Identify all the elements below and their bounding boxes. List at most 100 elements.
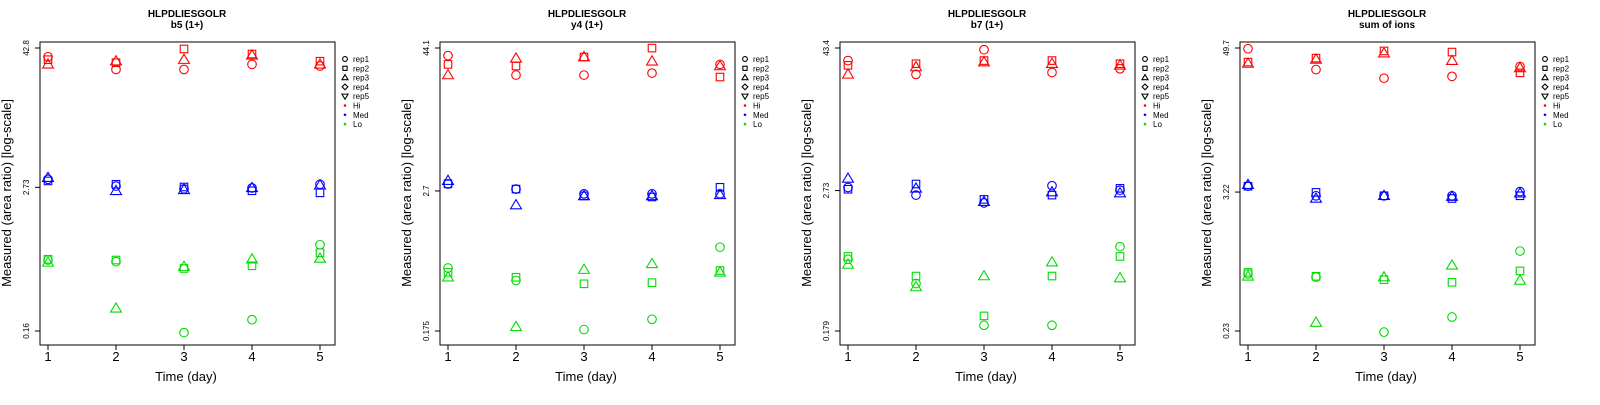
legend-dot-lo (743, 122, 747, 126)
legend-dot-lo (1543, 122, 1547, 126)
data-point-hi-rep1 (1047, 67, 1057, 78)
x-axis-label: Time (day) (1355, 369, 1417, 384)
data-point-lo-rep2 (1379, 275, 1389, 284)
legend-label: rep3 (1153, 74, 1170, 83)
data-point-med-rep3 (1445, 190, 1459, 201)
legend-dot-med (1143, 113, 1147, 117)
data-point-hi-rep1 (979, 44, 989, 55)
data-point-hi-rep2 (43, 55, 53, 64)
legend-label: Med (753, 111, 769, 120)
x-tick-label: 4 (648, 349, 655, 364)
data-point-hi-rep3 (1309, 52, 1323, 64)
data-point-med-rep3 (841, 171, 855, 183)
legend-symbol-rep1 (1542, 56, 1548, 62)
data-point-med-rep3 (1113, 186, 1127, 198)
data-point-lo-rep1 (911, 278, 921, 289)
data-point-lo-rep2 (843, 252, 853, 261)
data-point-lo-rep1 (579, 324, 589, 335)
legend-label: rep2 (353, 64, 370, 73)
legend-symbol-rep2 (1142, 65, 1148, 71)
data-point-lo-rep2 (1311, 271, 1321, 281)
data-point-med-rep3 (645, 189, 659, 201)
data-point-lo-rep1 (1379, 327, 1389, 338)
legend-symbol-rep3 (340, 73, 350, 81)
data-point-med-rep2 (1115, 184, 1125, 193)
data-point-med-rep1 (1243, 181, 1253, 192)
x-tick-label: 5 (716, 349, 723, 364)
data-point-hi-rep3 (109, 54, 123, 66)
legend-label: rep1 (1153, 55, 1170, 64)
data-point-lo-rep1 (979, 320, 989, 331)
data-point-hi-rep2 (647, 43, 657, 53)
legend-dot-hi (743, 104, 747, 107)
legend-label: rep3 (353, 74, 370, 83)
data-point-lo-rep3 (245, 252, 259, 264)
data-point-hi-rep3 (509, 51, 523, 63)
y-axis-label: Measured (area ratio) [log-scale] (399, 99, 414, 287)
legend-label: Hi (1153, 102, 1161, 111)
legend-label: Med (1153, 111, 1169, 120)
legend-dot-med (343, 113, 347, 117)
data-point-med-rep3 (177, 183, 191, 195)
legend-label: rep2 (753, 64, 770, 73)
data-point-lo-rep1 (647, 314, 657, 325)
data-point-hi-rep3 (245, 48, 259, 60)
data-point-med-rep2 (911, 179, 921, 189)
data-point-hi-rep3 (577, 50, 591, 62)
data-point-hi-rep2 (179, 44, 189, 54)
legend-label: rep4 (753, 83, 770, 92)
data-point-lo-rep2 (1447, 277, 1457, 287)
x-tick-label: 3 (580, 349, 587, 364)
data-point-med-rep3 (441, 174, 455, 185)
data-point-hi-rep1 (843, 55, 853, 66)
legend-label: Hi (353, 102, 361, 111)
y-tick-label: 2.7 (422, 185, 431, 197)
legend-label: rep1 (353, 55, 370, 64)
data-point-med-rep2 (247, 186, 257, 196)
data-point-hi-rep3 (177, 53, 191, 64)
data-point-hi-rep1 (443, 50, 453, 61)
data-point-lo-rep2 (911, 271, 921, 281)
data-point-med-rep2 (315, 188, 325, 198)
legend-dot-lo (1143, 122, 1147, 126)
data-point-hi-rep3 (1241, 57, 1255, 68)
data-point-hi-rep3 (1513, 61, 1527, 73)
plot-frame (1239, 41, 1536, 346)
chart-title: HLPDLIESGOLR (148, 9, 227, 20)
data-point-med-rep2 (1047, 190, 1057, 200)
legend-symbol-rep1 (1142, 56, 1148, 62)
data-point-med-rep3 (1045, 185, 1059, 197)
data-point-med-rep1 (911, 190, 921, 200)
x-tick-label: 5 (316, 349, 323, 364)
data-point-lo-rep3 (177, 260, 191, 271)
data-point-lo-rep1 (511, 275, 521, 286)
legend-label: Hi (1553, 102, 1561, 111)
data-point-lo-rep3 (577, 263, 591, 274)
y-tick-label: 0.16 (22, 323, 31, 339)
legend-symbol-rep5 (1140, 93, 1150, 101)
legend-symbol-rep3 (1540, 73, 1550, 81)
x-axis-label: Time (day) (555, 369, 617, 384)
data-point-lo-rep3 (841, 258, 855, 269)
data-point-hi-rep3 (977, 55, 991, 67)
data-point-med-rep3 (1513, 186, 1527, 198)
x-tick-label: 1 (844, 349, 851, 364)
legend-label: rep3 (1553, 74, 1570, 83)
data-point-lo-rep2 (1047, 271, 1057, 281)
legend-label: Med (1553, 111, 1569, 120)
data-point-med-rep2 (715, 182, 725, 192)
chart-subtitle: y4 (1+) (571, 20, 603, 31)
data-point-lo-rep1 (715, 242, 725, 253)
data-point-hi-rep1 (1243, 43, 1253, 54)
legend-symbol-rep4 (1141, 83, 1149, 91)
data-point-hi-rep3 (1445, 54, 1459, 66)
data-point-lo-rep3 (109, 301, 123, 313)
data-point-hi-rep1 (247, 59, 257, 70)
legend-symbol-rep2 (342, 65, 348, 71)
data-point-med-rep3 (713, 188, 727, 200)
x-axis-label: Time (day) (155, 369, 217, 384)
data-point-hi-rep2 (443, 60, 453, 69)
y-axis-label: Measured (area ratio) [log-scale] (1199, 99, 1214, 287)
data-point-hi-rep3 (41, 57, 55, 69)
